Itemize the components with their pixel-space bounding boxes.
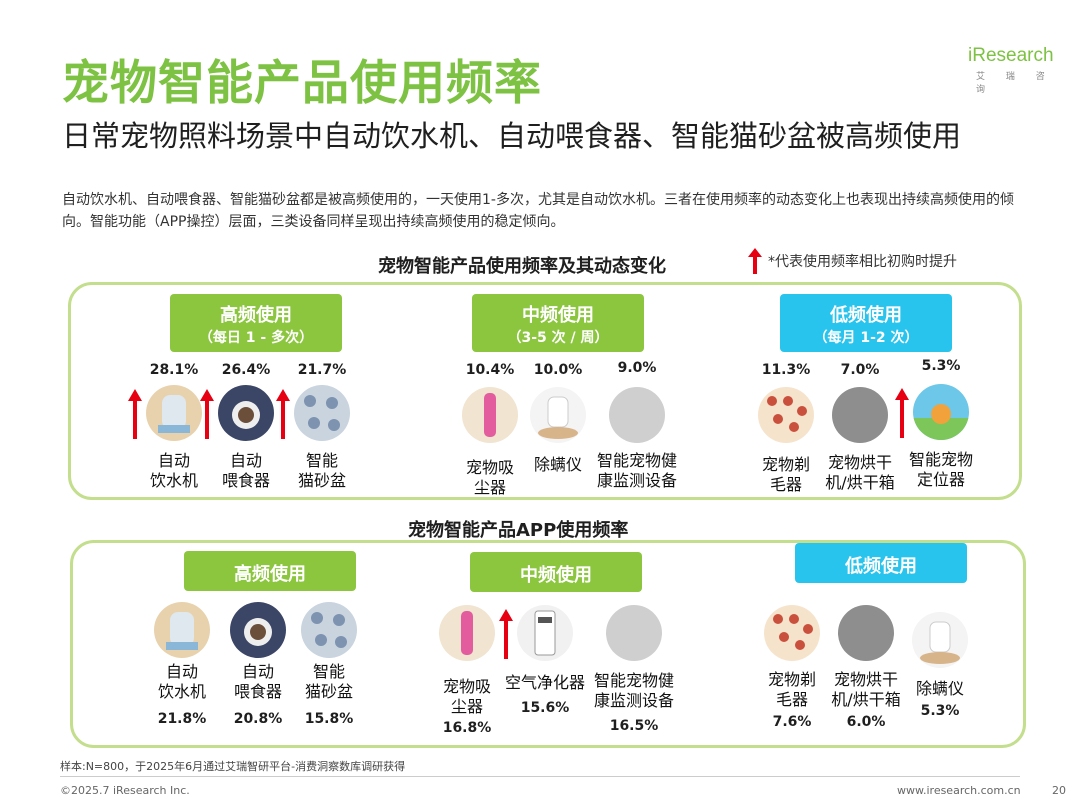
- s2-item-label: 宠物烘干 机/烘干箱: [831, 670, 901, 709]
- mite-remover-icon: [530, 387, 586, 443]
- s2-item-label: 宠物剃 毛器: [767, 670, 816, 709]
- s1-item-label: 自动 喂食器: [221, 451, 270, 490]
- section1-title: 宠物智能产品使用频率及其动态变化: [378, 256, 666, 277]
- feeder-icon: [218, 385, 274, 441]
- s2-item-pct: 16.5%: [609, 718, 659, 734]
- s2-item-pct: 7.6%: [772, 714, 812, 730]
- sample-note: 样本:N=800，于2025年6月通过艾瑞智研平台-消费洞察数库调研获得: [60, 760, 406, 773]
- s1-item-label: 智能宠物 定位器: [908, 450, 973, 489]
- red-up-arrow-icon: [895, 388, 909, 438]
- s2-item-pct: 16.8%: [442, 720, 492, 736]
- s2-item-pct: 5.3%: [920, 703, 960, 719]
- section2-title: 宠物智能产品APP使用频率: [408, 520, 629, 541]
- vacuum-icon: [439, 605, 495, 661]
- s1-item-pct: 28.1%: [149, 362, 199, 378]
- s1-badge-high: 高频使用 （每日 1 - 多次）: [170, 294, 342, 352]
- dryer-icon: [838, 605, 894, 661]
- water-fountain-icon: [146, 385, 202, 441]
- s2-badge-low-label: 低频使用: [845, 556, 917, 577]
- s2-badge-low: 低频使用: [795, 543, 967, 583]
- shaver-icon: [758, 387, 814, 443]
- s1-badge-high-sub: （每日 1 - 多次）: [198, 330, 314, 346]
- s1-item-label: 自动 饮水机: [149, 451, 198, 490]
- s2-badge-mid: 中频使用: [470, 552, 642, 592]
- s1-item-pct: 7.0%: [840, 362, 880, 378]
- mite-remover-icon: [912, 612, 968, 668]
- air-purifier-icon: [517, 605, 573, 661]
- feeder-icon: [230, 602, 286, 658]
- s1-badge-low-label: 低频使用: [830, 305, 902, 326]
- red-up-arrow-icon: [276, 389, 290, 439]
- page-number: 20: [1052, 784, 1066, 797]
- s1-item-pct: 26.4%: [221, 362, 271, 378]
- s2-item-pct: 21.8%: [157, 711, 207, 727]
- s1-item-label: 宠物吸 尘器: [465, 458, 514, 497]
- website-link[interactable]: www.iresearch.com.cn: [897, 784, 1021, 797]
- s1-item-pct: 5.3%: [921, 358, 961, 374]
- s1-item-label: 智能宠物健 康监测设备: [596, 451, 677, 490]
- s2-item-pct: 15.6%: [520, 700, 570, 716]
- s2-badge-high: 高频使用: [184, 551, 356, 591]
- s2-item-label: 智能 猫砂盆: [304, 662, 353, 701]
- s2-item-label: 自动 饮水机: [157, 662, 206, 701]
- litter-box-icon: [294, 385, 350, 441]
- s1-item-label: 宠物烘干 机/烘干箱: [825, 453, 895, 492]
- intro-paragraph: 自动饮水机、自动喂食器、智能猫砂盆都是被高频使用的，一天使用1-多次，尤其是自动…: [62, 192, 1014, 230]
- s1-badge-high-label: 高频使用: [220, 305, 292, 326]
- logo-subtext: 艾 瑞 咨 询: [976, 72, 1054, 95]
- health-monitor-icon: [609, 387, 665, 443]
- s2-item-label: 自动 喂食器: [233, 662, 282, 701]
- s2-badge-mid-label: 中频使用: [520, 565, 592, 586]
- red-up-arrow-icon: [200, 389, 214, 439]
- red-up-arrow-icon: [748, 248, 762, 274]
- page-subtitle: 日常宠物照料场景中自动饮水机、自动喂食器、智能猫砂盆被高频使用: [62, 119, 962, 153]
- dryer-icon: [832, 387, 888, 443]
- page-title: 宠物智能产品使用频率: [62, 56, 542, 111]
- shaver-icon: [764, 605, 820, 661]
- health-monitor-icon: [606, 605, 662, 661]
- s2-item-pct: 20.8%: [233, 711, 283, 727]
- s1-item-pct: 21.7%: [297, 362, 347, 378]
- s1-item-pct: 10.0%: [533, 362, 583, 378]
- s1-badge-mid-label: 中频使用: [522, 305, 594, 326]
- s1-item-label: 除螨仪: [533, 455, 582, 474]
- s1-item-label: 宠物剃 毛器: [761, 455, 810, 494]
- logo-text: iResearch: [968, 45, 1054, 66]
- s2-item-pct: 6.0%: [846, 714, 886, 730]
- s1-item-pct: 10.4%: [465, 362, 515, 378]
- s1-badge-low: 低频使用 （每月 1-2 次）: [780, 294, 952, 352]
- s1-badge-mid: 中频使用 （3-5 次 / 周）: [472, 294, 644, 352]
- copyright: ©2025.7 iResearch Inc.: [60, 784, 190, 797]
- s2-item-label: 除螨仪: [915, 679, 964, 698]
- red-up-arrow-icon: [499, 609, 513, 659]
- s2-item-label: 宠物吸 尘器: [442, 677, 491, 716]
- s2-item-label: 空气净化器: [504, 673, 585, 692]
- s1-item-label: 智能 猫砂盆: [297, 451, 346, 490]
- iresearch-logo: iResearch 艾 瑞 咨 询: [968, 45, 1068, 95]
- s1-item-pct: 9.0%: [617, 360, 657, 376]
- locator-icon: [913, 384, 969, 440]
- s1-item-pct: 11.3%: [761, 362, 811, 378]
- s2-item-pct: 15.8%: [304, 711, 354, 727]
- footer-divider: [60, 776, 1020, 777]
- legend-note-text: *代表使用频率相比初购时提升: [768, 254, 957, 270]
- s1-badge-mid-sub: （3-5 次 / 周）: [507, 330, 609, 346]
- red-up-arrow-icon: [128, 389, 142, 439]
- litter-box-icon: [301, 602, 357, 658]
- water-fountain-icon: [154, 602, 210, 658]
- s2-badge-high-label: 高频使用: [234, 564, 306, 585]
- vacuum-icon: [462, 387, 518, 443]
- legend-note: *代表使用频率相比初购时提升: [748, 248, 957, 274]
- s2-item-label: 智能宠物健 康监测设备: [593, 671, 674, 710]
- s1-badge-low-sub: （每月 1-2 次）: [813, 330, 919, 346]
